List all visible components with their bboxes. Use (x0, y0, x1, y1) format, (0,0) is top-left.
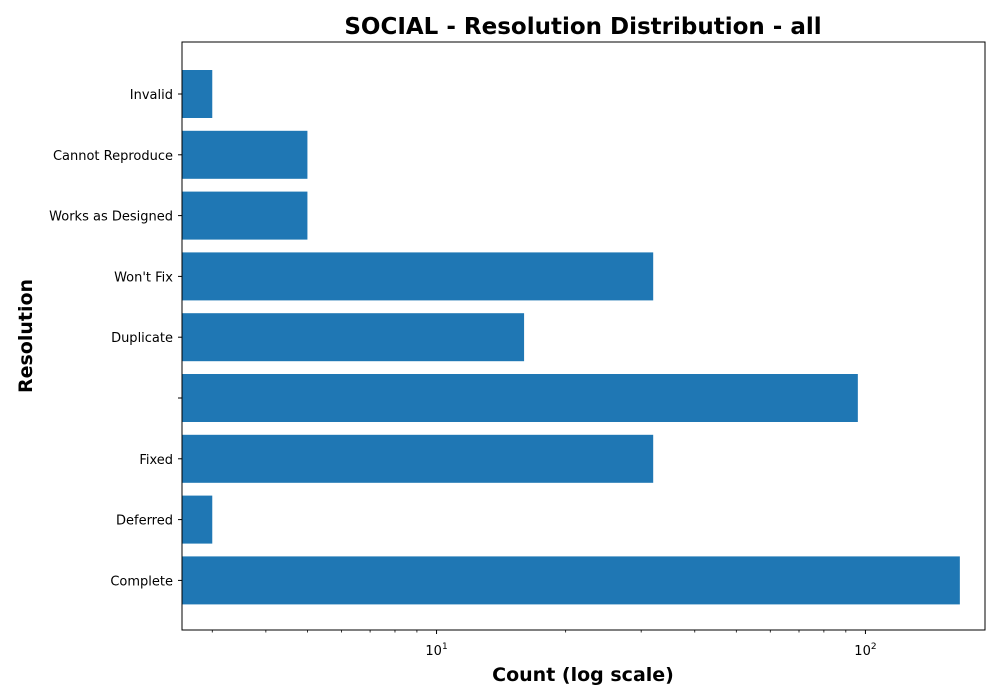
bars-layer (182, 70, 960, 605)
bar (182, 556, 960, 605)
bar (182, 130, 308, 179)
bar (182, 70, 213, 118)
y-tick-label: Duplicate (111, 331, 173, 346)
bar (182, 313, 525, 362)
y-tick-label: Won't Fix (114, 270, 173, 285)
y-tick-label: Deferred (116, 514, 173, 529)
y-tick-label: Works as Designed (49, 210, 173, 225)
bar (182, 252, 654, 301)
x-axis-title: Count (log scale) (492, 664, 674, 686)
y-tick-label: Invalid (130, 88, 173, 103)
y-tick-label: Cannot Reproduce (53, 149, 173, 164)
x-tick-label: 102 (854, 642, 876, 659)
x-axis-ticks: 101 102 (211, 630, 877, 659)
x-tick-label: 101 (425, 642, 447, 659)
plot-frame (181, 41, 986, 631)
y-tick-label: Complete (110, 574, 173, 589)
chart-title: SOCIAL - Resolution Distribution - all (344, 14, 821, 40)
y-axis-title: Resolution (15, 279, 37, 393)
bar (182, 495, 213, 544)
bar (182, 374, 858, 422)
bar (182, 191, 308, 240)
bar (182, 434, 654, 483)
y-axis-ticks: Invalid Cannot Reproduce Works as Designed… (49, 88, 182, 589)
y-tick-label: Fixed (139, 453, 173, 468)
